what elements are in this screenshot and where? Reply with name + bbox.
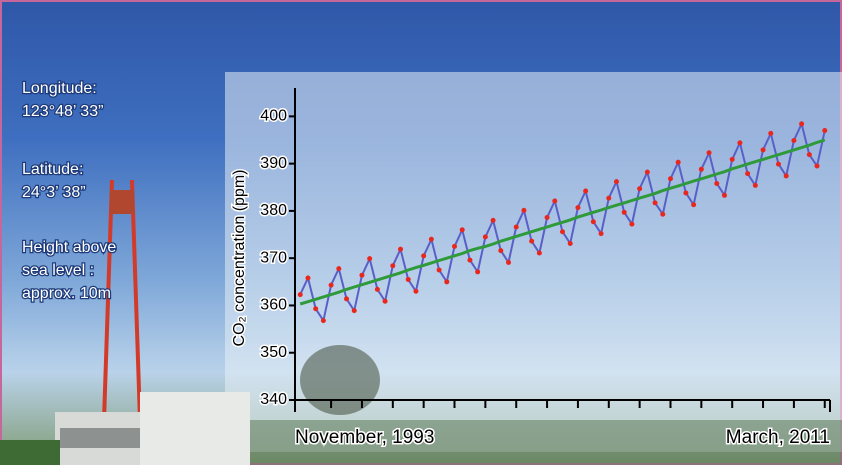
data-point bbox=[706, 150, 712, 156]
site-text: 123°48’ 33” bbox=[22, 103, 103, 120]
data-point bbox=[768, 130, 774, 136]
data-point bbox=[328, 282, 334, 288]
data-point bbox=[367, 256, 373, 262]
data-point bbox=[475, 269, 481, 275]
tree bbox=[300, 345, 380, 415]
tower bbox=[102, 179, 142, 421]
data-point bbox=[405, 276, 411, 282]
data-point bbox=[529, 238, 535, 244]
data-point bbox=[675, 159, 681, 165]
data-point bbox=[552, 198, 558, 204]
data-point bbox=[737, 140, 743, 146]
x-tick-label: March, 2011 bbox=[726, 427, 830, 448]
data-point bbox=[544, 215, 550, 221]
data-point bbox=[297, 292, 303, 298]
data-point bbox=[621, 209, 627, 215]
data-point bbox=[452, 243, 458, 249]
data-point bbox=[421, 253, 427, 259]
data-point bbox=[660, 211, 666, 217]
data-point bbox=[351, 308, 357, 314]
y-tick-label: 350 bbox=[260, 344, 287, 361]
data-point bbox=[590, 219, 596, 225]
data-point bbox=[629, 221, 635, 227]
data-point bbox=[667, 176, 673, 182]
data-point bbox=[606, 195, 612, 201]
data-point bbox=[344, 296, 350, 302]
y-tick-label: 370 bbox=[260, 249, 287, 266]
data-point bbox=[305, 275, 311, 281]
data-point bbox=[320, 318, 326, 324]
y-tick-label: 390 bbox=[260, 155, 287, 172]
site-text: Latitude: bbox=[22, 161, 83, 178]
data-point bbox=[644, 169, 650, 175]
y-tick-label: 400 bbox=[260, 108, 287, 125]
data-point bbox=[374, 286, 380, 292]
data-point bbox=[313, 306, 319, 312]
data-point bbox=[683, 190, 689, 196]
data-point bbox=[637, 186, 643, 192]
data-point bbox=[359, 272, 365, 278]
data-point bbox=[490, 217, 496, 223]
y-axis-label: CO₂ concentration (ppm) bbox=[231, 170, 248, 347]
data-point bbox=[498, 248, 504, 254]
site-text: Height above bbox=[22, 239, 116, 256]
data-point bbox=[745, 171, 751, 177]
data-point bbox=[436, 267, 442, 273]
site-text: sea level : bbox=[22, 262, 94, 279]
y-tick-label: 360 bbox=[260, 297, 287, 314]
data-point bbox=[822, 128, 828, 134]
data-point bbox=[398, 246, 404, 252]
data-point bbox=[775, 161, 781, 167]
data-point bbox=[513, 224, 519, 230]
data-point bbox=[413, 288, 419, 294]
data-point bbox=[721, 192, 727, 198]
data-point bbox=[729, 156, 735, 162]
data-point bbox=[652, 200, 658, 206]
data-point bbox=[799, 121, 805, 127]
ground bbox=[225, 420, 842, 465]
data-point bbox=[390, 263, 396, 269]
data-point bbox=[482, 234, 488, 240]
data-point bbox=[467, 257, 473, 263]
data-point bbox=[575, 205, 581, 211]
data-point bbox=[382, 298, 388, 304]
data-point bbox=[428, 236, 434, 242]
x-tick-label: November, 1993 bbox=[295, 427, 434, 448]
data-point bbox=[783, 173, 789, 179]
data-point bbox=[760, 147, 766, 153]
data-point bbox=[459, 227, 465, 233]
data-point bbox=[336, 266, 342, 272]
data-point bbox=[806, 152, 812, 158]
data-point bbox=[752, 182, 758, 188]
data-point bbox=[583, 188, 589, 194]
y-tick-label: 340 bbox=[260, 391, 287, 408]
data-point bbox=[536, 250, 542, 256]
data-point bbox=[691, 202, 697, 208]
data-point bbox=[814, 163, 820, 169]
bushes bbox=[0, 440, 60, 465]
site-text: approx. 10m bbox=[22, 285, 111, 302]
data-point bbox=[560, 229, 565, 235]
data-point bbox=[567, 241, 573, 247]
data-point bbox=[444, 279, 450, 285]
building bbox=[55, 392, 250, 465]
data-point bbox=[698, 166, 704, 172]
site-text: Longitude: bbox=[22, 80, 97, 97]
data-point bbox=[791, 137, 797, 143]
data-point bbox=[598, 231, 604, 237]
data-point bbox=[506, 259, 512, 265]
data-point bbox=[714, 180, 720, 186]
y-tick-label: 380 bbox=[260, 202, 287, 219]
data-point bbox=[613, 179, 619, 185]
site-text: 24°3’ 38” bbox=[22, 184, 86, 201]
data-point bbox=[521, 207, 527, 213]
trend-line bbox=[299, 138, 826, 306]
